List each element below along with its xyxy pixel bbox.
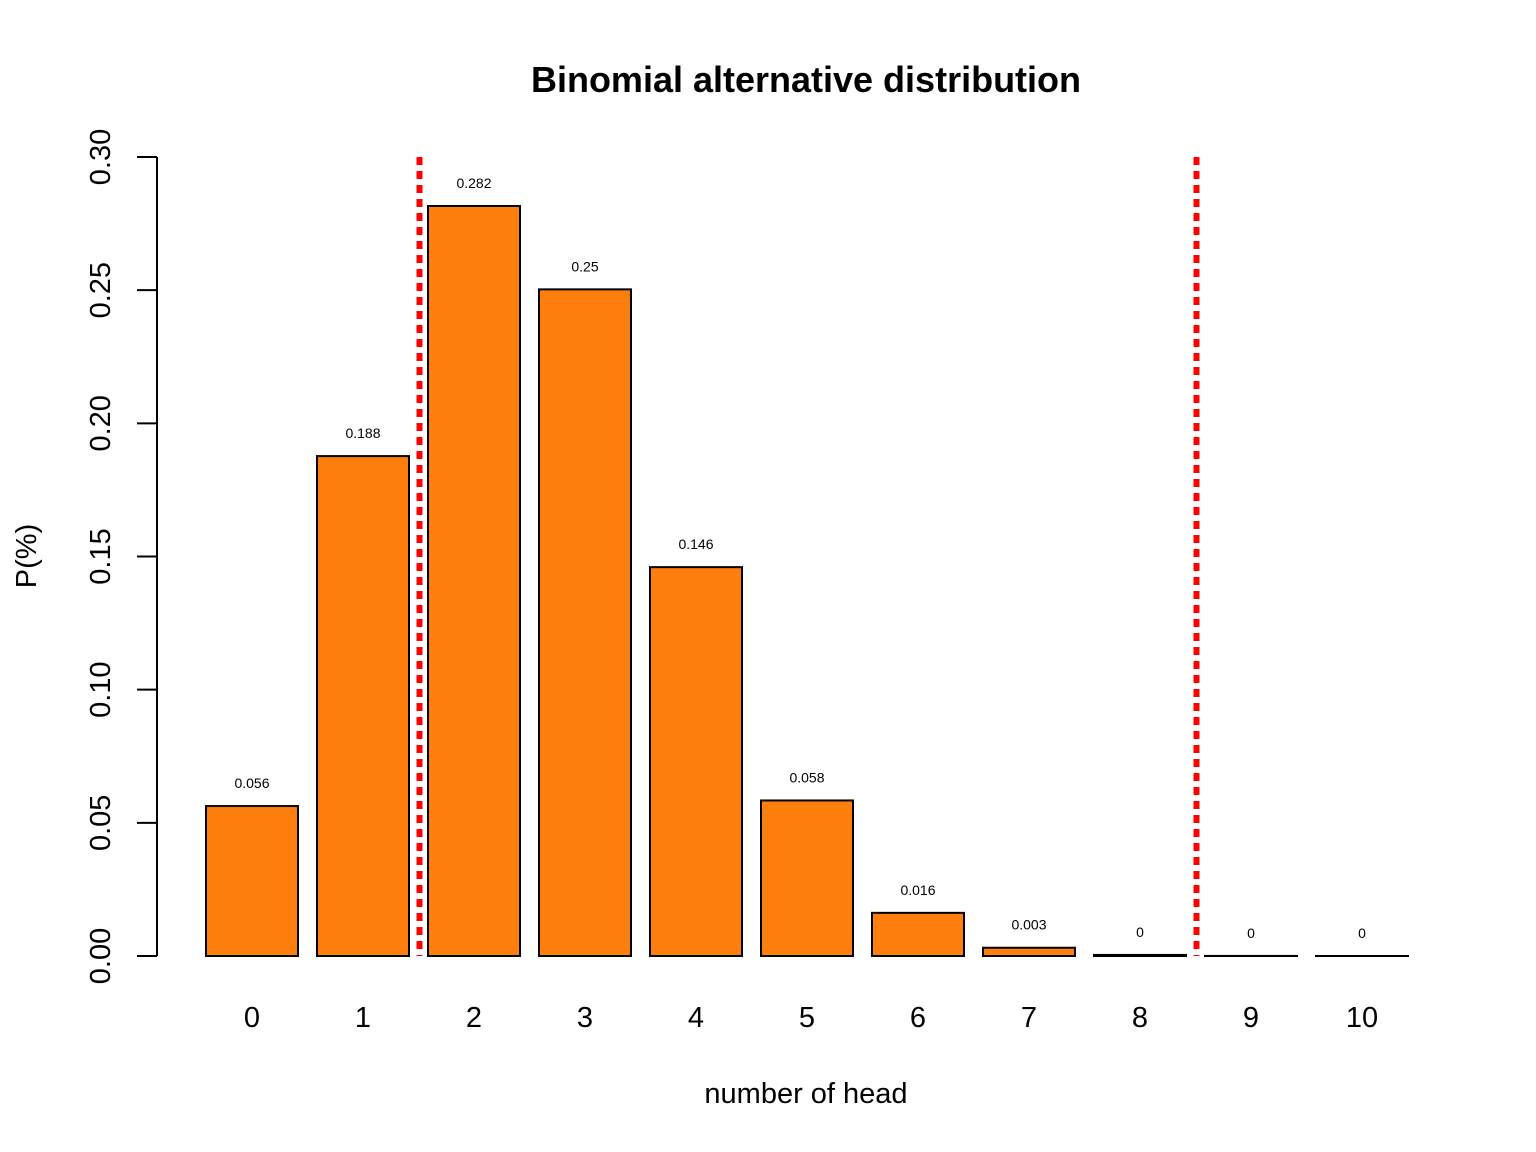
y-axis-label: P(%) [11,524,43,588]
x-axis-label: number of head [704,1078,907,1110]
value-label-6: 0.016 [900,882,935,898]
x-tick-label-1: 1 [355,1002,371,1034]
bar-0 [205,805,299,957]
y-tick-label: 0.15 [85,528,117,584]
x-tick-label-9: 9 [1243,1002,1259,1034]
value-label-2: 0.282 [456,175,491,191]
x-tick-label-8: 8 [1132,1002,1148,1034]
value-label-9: 0 [1247,925,1255,941]
value-label-1: 0.188 [345,425,380,441]
x-tick-label-5: 5 [799,1002,815,1034]
value-label-5: 0.058 [789,769,824,785]
x-tick-label-2: 2 [466,1002,482,1034]
value-label-4: 0.146 [678,536,713,552]
x-tick-labels: 0 1 2 3 4 5 6 7 8 9 10 [244,1002,1378,1034]
value-label-10: 0 [1358,925,1366,941]
x-tick-label-6: 6 [910,1002,926,1034]
y-axis: 0.00 0.05 0.10 0.15 0.20 0.25 0.30 [85,129,158,984]
x-tick-label-4: 4 [688,1002,704,1034]
value-label-8: 0 [1136,924,1144,940]
bar-7 [982,946,1076,957]
x-tick-label-10: 10 [1346,1002,1378,1034]
reference-lines [416,157,1200,956]
x-tick-label-3: 3 [577,1002,593,1034]
x-tick-label-0: 0 [244,1002,260,1034]
value-label-0: 0.056 [234,775,269,791]
value-labels: 0.056 0.188 0.282 0.25 0.146 0.058 0.016 0.003 0… [234,175,1366,941]
y-tick-label: 0.10 [85,661,117,717]
y-tick-label: 0.05 [85,795,117,851]
bar-6 [871,911,965,958]
bar-5 [760,799,854,957]
y-tick-label: 0.25 [85,262,117,318]
bar-2 [427,205,521,958]
y-tick-label: 0.00 [85,928,117,984]
y-tick-label: 0.20 [85,395,117,451]
bar-1 [316,455,410,957]
chart-title: Binomial alternative distribution [531,59,1081,100]
value-label-7: 0.003 [1011,917,1046,933]
bar-8 [1093,953,1187,958]
x-tick-label-7: 7 [1021,1002,1037,1034]
bar-4 [649,566,743,957]
value-label-3: 0.25 [571,258,598,274]
y-tick-label: 0.30 [85,129,117,185]
bar-3 [538,288,632,957]
bars [205,205,1409,958]
